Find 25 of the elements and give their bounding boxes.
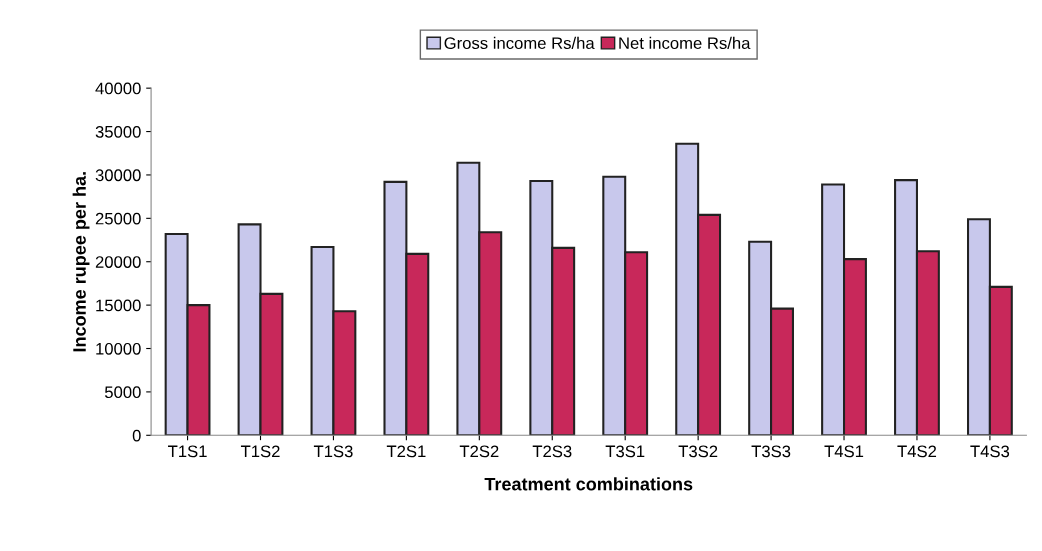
y-tick-label: 25000 (95, 212, 141, 225)
x-tick-label: T3S3 (751, 445, 791, 458)
y-tick-label: 35000 (95, 125, 141, 138)
x-tick-label: T4S3 (970, 445, 1010, 458)
y-tick-label: 5000 (104, 386, 141, 399)
x-tick-label: T1S2 (240, 445, 280, 458)
legend-label: Net income Rs/ha (619, 36, 751, 50)
legend-label: Gross income Rs/ha (444, 36, 595, 50)
x-tick-label: T2S1 (386, 445, 426, 458)
x-tick-label: T1S3 (313, 445, 353, 458)
y-axis-title: Income rupee per ha. (72, 172, 90, 352)
y-tick-label: 20000 (95, 256, 141, 268)
x-tick-label: T4S2 (897, 445, 937, 458)
x-tick-label: T1S1 (168, 445, 207, 458)
y-tick-label: 40000 (95, 82, 141, 95)
x-tick-label: T3S2 (678, 445, 718, 458)
x-tick-label: T4S1 (824, 445, 864, 458)
x-axis-title: Treatment combinations (484, 477, 693, 491)
x-tick-label: T2S3 (532, 445, 572, 458)
y-tick-label: 10000 (96, 342, 141, 355)
x-tick-label: T3S1 (605, 445, 645, 458)
y-tick-label: 15000 (96, 299, 141, 312)
y-tick-label: 0 (132, 429, 141, 442)
y-tick-label: 30000 (95, 169, 141, 182)
x-tick-label: T2S2 (459, 445, 499, 458)
